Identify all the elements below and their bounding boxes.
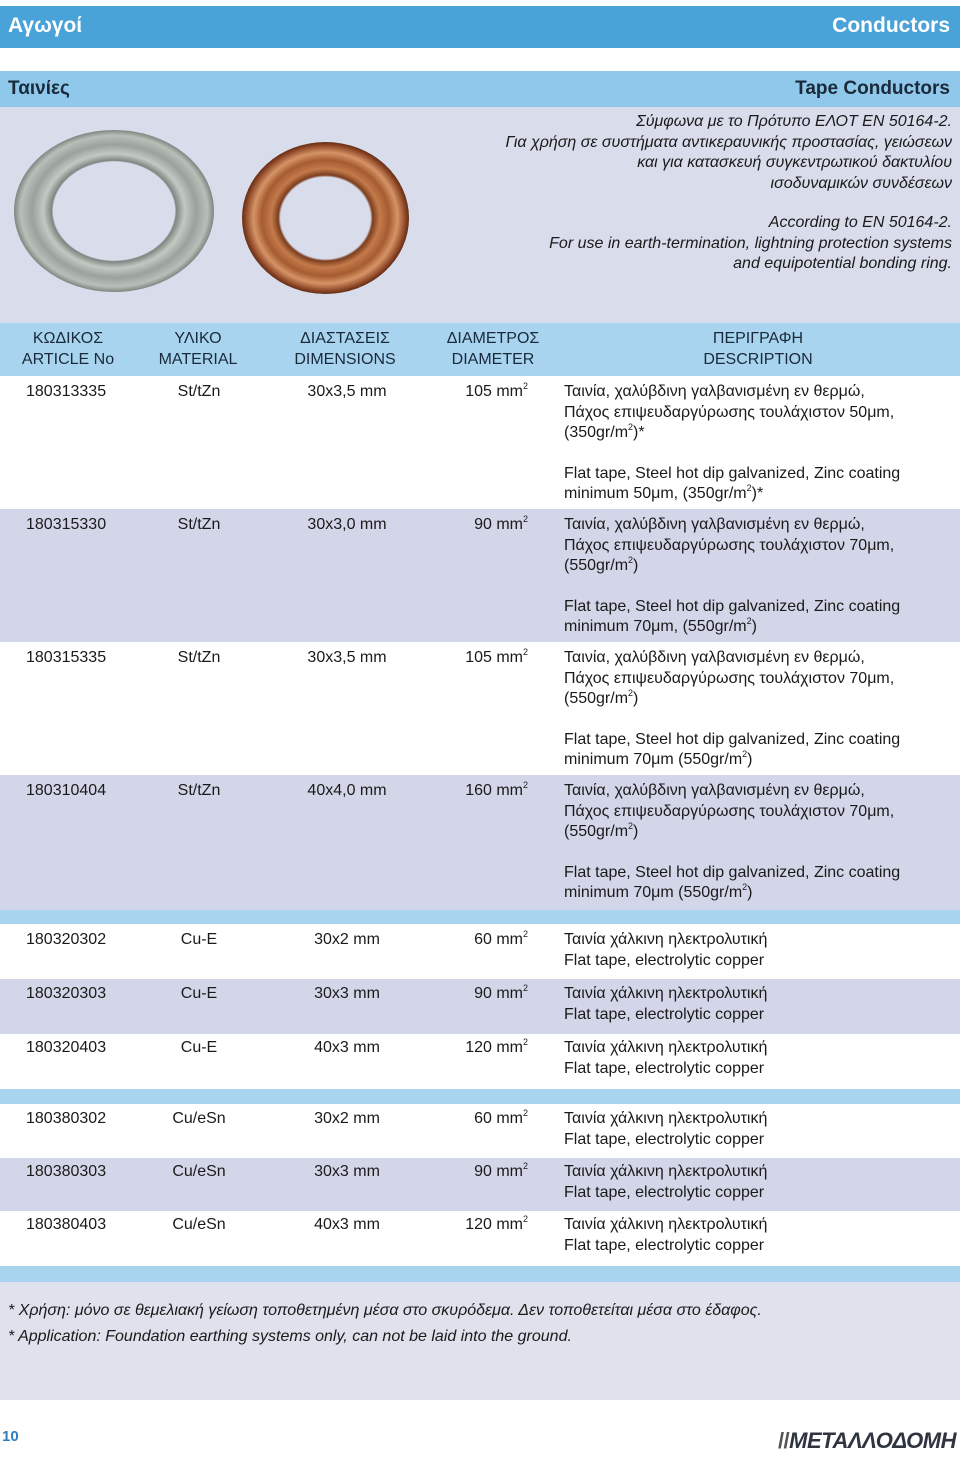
article-code: 180313335 xyxy=(26,383,107,400)
intro-english-text: According to EN 50164-2. For use in earth… xyxy=(549,214,952,272)
diameter: 90 mm2 xyxy=(474,514,528,534)
dimensions: 40x3 mm xyxy=(314,1039,380,1056)
dimensions: 30x3,0 mm xyxy=(307,516,387,533)
table-row: 180320403 Cu-E 40x3 mm 120 mm2 Ταινία χά… xyxy=(0,1034,960,1089)
description: Ταινία χάλκινη ηλεκτρολυτική Flat tape, e… xyxy=(564,1163,768,1201)
material: Cu/eSn xyxy=(172,1163,226,1180)
description: Ταινία, χαλύβδινη γαλβανισμένη εν θερμώ,… xyxy=(564,383,901,502)
table-row: 180380403 Cu/eSn 40x3 mm 120 mm2 Ταινία … xyxy=(0,1211,960,1266)
dimensions: 30x3 mm xyxy=(314,1163,380,1180)
table-row: 180320303 Cu-E 30x3 mm 90 mm2 Ταινία χάλ… xyxy=(0,979,960,1034)
material: Cu-E xyxy=(180,1039,218,1056)
article-code: 180320302 xyxy=(26,931,107,948)
column-header-dimensions: ΔΙΑΣΤΑΣΕΙΣ DIMENSIONS xyxy=(294,330,396,368)
dimensions: 30x3,5 mm xyxy=(307,649,387,666)
group-separator xyxy=(0,1266,960,1282)
group-separator xyxy=(0,1089,960,1104)
page-number: 10 xyxy=(2,1428,19,1445)
material: Cu-E xyxy=(180,985,218,1002)
material: St/tZn xyxy=(177,516,221,533)
description: Ταινία, χαλύβδινη γαλβανισμένη εν θερμώ,… xyxy=(564,516,901,635)
dimensions: 30x2 mm xyxy=(314,1110,380,1127)
description: Ταινία χάλκινη ηλεκτρολυτική Flat tape, e… xyxy=(564,985,768,1023)
section-title-english: Tape Conductors xyxy=(795,78,950,99)
dimensions: 40x3 mm xyxy=(314,1216,380,1233)
dimensions: 40x4,0 mm xyxy=(307,782,387,799)
dimensions: 30x3,5 mm xyxy=(307,383,387,400)
column-header-material: ΥΛΙΚΟ MATERIAL xyxy=(158,330,238,368)
article-code: 180320303 xyxy=(26,985,107,1002)
section-title-greek: Ταινίες xyxy=(8,78,70,99)
description: Ταινία χάλκινη ηλεκτρολυτική Flat tape, e… xyxy=(564,931,768,969)
material: St/tZn xyxy=(177,782,221,799)
diameter: 60 mm2 xyxy=(474,1108,528,1128)
brand-logo: //ΜΕΤΑΛΛΟΔΟΜΗ xyxy=(777,1428,957,1453)
dimensions: 30x2 mm xyxy=(314,931,380,948)
description: Ταινία χάλκινη ηλεκτρολυτική Flat tape, e… xyxy=(564,1039,768,1077)
diameter: 120 mm2 xyxy=(465,1214,528,1234)
footnote-greek: * Χρήση: μόνο σε θεμελιακή γείωση τοποθε… xyxy=(8,1302,762,1319)
table-row: 180315335 St/tZn 30x3,5 mm 105 mm2 Ταινί… xyxy=(0,642,960,775)
header-title-greek: Αγωγοί xyxy=(8,14,83,37)
table-row: 180380302 Cu/eSn 30x2 mm 60 mm2 Ταινία χ… xyxy=(0,1104,960,1158)
copper-tape-coil-image xyxy=(242,142,409,294)
diameter: 60 mm2 xyxy=(474,929,528,949)
material: St/tZn xyxy=(177,383,221,400)
material: Cu-E xyxy=(180,931,218,948)
table-row: 180310404 St/tZn 40x4,0 mm 160 mm2 Ταινί… xyxy=(0,775,960,910)
table-row: 180380303 Cu/eSn 30x3 mm 90 mm2 Ταινία χ… xyxy=(0,1158,960,1211)
table-row: 180315330 St/tZn 30x3,0 mm 90 mm2 Ταινία… xyxy=(0,509,960,642)
diameter: 105 mm2 xyxy=(465,381,528,401)
intro-panel: Σύμφωνα με το Πρότυπο ΕΛΟΤ ΕΝ 50164-2. Γι… xyxy=(0,107,960,323)
article-code: 180310404 xyxy=(26,782,107,799)
diameter: 160 mm2 xyxy=(465,780,528,800)
column-header-description: ΠΕΡΙΓΡΑΦΗ DESCRIPTION xyxy=(703,330,813,368)
description: Ταινία χάλκινη ηλεκτρολυτική Flat tape, e… xyxy=(564,1110,768,1148)
intro-greek-text: Σύμφωνα με το Πρότυπο ΕΛΟΤ ΕΝ 50164-2. Γι… xyxy=(505,113,952,192)
table-row: 180320302 Cu-E 30x2 mm 60 mm2 Ταινία χάλ… xyxy=(0,924,960,979)
dimensions: 30x3 mm xyxy=(314,985,380,1002)
article-code: 180380403 xyxy=(26,1216,107,1233)
article-code: 180380302 xyxy=(26,1110,107,1127)
description: Ταινία, χαλύβδινη γαλβανισμένη εν θερμώ,… xyxy=(564,782,901,901)
footnote-english: * Application: Foundation earthing syste… xyxy=(8,1328,572,1345)
article-code: 180315335 xyxy=(26,649,107,666)
material: Cu/eSn xyxy=(172,1110,226,1127)
page-header-bar: Αγωγοί Conductors xyxy=(0,6,960,48)
table-row: 180313335 St/tZn 30x3,5 mm 105 mm2 Ταινί… xyxy=(0,376,960,509)
column-header-code: ΚΩΔΙΚΟΣ ARTICLE No xyxy=(21,330,115,368)
material: Cu/eSn xyxy=(172,1216,226,1233)
article-code: 180380303 xyxy=(26,1163,107,1180)
description: Ταινία χάλκινη ηλεκτρολυτική Flat tape, e… xyxy=(564,1216,768,1254)
description: Ταινία, χαλύβδινη γαλβανισμένη εν θερμώ,… xyxy=(564,649,901,768)
diameter: 105 mm2 xyxy=(465,647,528,667)
column-header-diameter: ΔΙΑΜΕΤΡΟΣ DIAMETER xyxy=(446,330,540,368)
section-header-bar: Ταινίες Tape Conductors xyxy=(0,71,960,107)
header-title-english: Conductors xyxy=(832,14,950,37)
material: St/tZn xyxy=(177,649,221,666)
diameter: 90 mm2 xyxy=(474,983,528,1003)
diameter: 90 mm2 xyxy=(474,1161,528,1181)
steel-tape-coil-image xyxy=(14,130,214,292)
diameter: 120 mm2 xyxy=(465,1037,528,1057)
article-code: 180315330 xyxy=(26,516,107,533)
article-code: 180320403 xyxy=(26,1039,107,1056)
group-separator xyxy=(0,910,960,924)
table-header: ΚΩΔΙΚΟΣ ARTICLE No ΥΛΙΚΟ MATERIAL ΔΙΑΣΤΑΣΕ… xyxy=(0,323,960,376)
footnotes: * Χρήση: μόνο σε θεμελιακή γείωση τοποθε… xyxy=(0,1282,960,1400)
logo-mark-icon: // xyxy=(777,1428,790,1453)
